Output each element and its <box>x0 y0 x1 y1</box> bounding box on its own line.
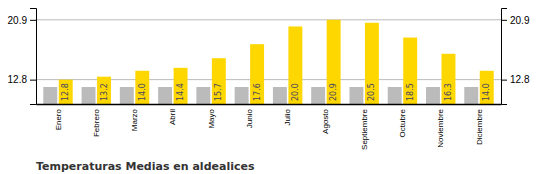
bar <box>388 87 402 104</box>
tick-label: Diciembre <box>475 108 484 145</box>
y-axis: 12.8 20.9 <box>8 9 37 105</box>
data-label: 20.5 <box>367 83 376 101</box>
tick-label: Mayo <box>207 108 216 128</box>
tick: 20.9 <box>8 15 36 26</box>
tick: Junio <box>245 104 254 128</box>
data-label: 14.0 <box>138 83 147 101</box>
bar <box>43 87 57 104</box>
tick-label: 12.8 <box>510 74 530 85</box>
bar <box>59 80 73 104</box>
bar <box>464 87 478 104</box>
tick: 12.8 <box>8 74 36 85</box>
tick: 12.8 <box>501 74 530 85</box>
tick-label: 20.9 <box>510 15 530 26</box>
bar <box>250 44 264 104</box>
tick: Agosto <box>321 104 330 134</box>
bar <box>196 87 210 104</box>
bar <box>480 71 494 104</box>
tick: Noviembre <box>436 104 445 148</box>
bar <box>441 54 455 104</box>
tick: Enero <box>54 104 63 130</box>
tick: Febrero <box>92 104 101 137</box>
bar <box>327 20 341 104</box>
tick-label: Junio <box>245 108 254 128</box>
bar <box>158 87 172 104</box>
tick-mark <box>30 80 36 81</box>
tick-label: Agosto <box>321 108 330 133</box>
axis-line <box>502 9 508 105</box>
data-labels: 12.8 13.2 14.0 14.4 15.7 17.6 20.0 20.9 20.5 18.5… <box>61 83 491 101</box>
x-axis: Enero Febrero Marzo Abril Mayo Junio Julio Agos… <box>37 104 502 150</box>
tick-label: Abril <box>168 109 177 125</box>
bar <box>288 26 302 104</box>
data-label: 20.9 <box>329 83 338 101</box>
bar <box>311 87 325 104</box>
bar <box>212 58 226 104</box>
tick-label: Febrero <box>92 108 101 137</box>
tick: Marzo <box>130 104 139 131</box>
data-label: 18.5 <box>406 83 415 101</box>
tick-label: 20.9 <box>8 15 28 26</box>
axis-line <box>37 104 502 106</box>
tick-mark <box>501 80 507 81</box>
data-label: 17.6 <box>253 83 262 101</box>
bar <box>273 87 287 104</box>
tick: Diciembre <box>475 104 484 145</box>
plot: 12.8 13.2 14.0 14.4 15.7 17.6 20.0 20.9 20.5 18.5… <box>8 9 530 150</box>
bar <box>403 38 417 104</box>
bar <box>235 87 249 104</box>
tick-mark <box>30 20 36 21</box>
tick: Octubre <box>398 104 407 137</box>
axis-line <box>30 9 37 105</box>
tick-label: Octubre <box>398 108 407 137</box>
data-label: 20.0 <box>291 83 300 101</box>
tick-label: Enero <box>54 108 63 130</box>
tick-label: 12.8 <box>8 74 28 85</box>
bar <box>135 71 149 104</box>
data-label: 16.3 <box>444 83 453 101</box>
tick-label: Marzo <box>130 108 139 131</box>
tick-label: Julio <box>283 108 292 125</box>
tick: Julio <box>283 104 292 125</box>
bar <box>426 87 440 104</box>
data-label: 13.2 <box>100 83 109 101</box>
marks <box>36 20 501 104</box>
bar <box>120 87 134 104</box>
data-label: 12.8 <box>61 83 70 101</box>
title: Temperaturas Medias en aldealices <box>36 160 255 173</box>
bar <box>174 68 188 104</box>
tick: Mayo <box>207 104 216 129</box>
bar <box>82 87 96 104</box>
bar <box>349 87 363 104</box>
grid-line <box>36 19 501 20</box>
bar <box>365 23 379 104</box>
tick-label: Septiembre <box>360 108 369 149</box>
grid <box>36 20 501 80</box>
bar <box>97 77 111 104</box>
tick-label: Noviembre <box>436 108 445 147</box>
tick: 20.9 <box>501 15 530 26</box>
chart: 12.8 13.2 14.0 14.4 15.7 17.6 20.0 20.9 20.5 18.5… <box>0 0 537 174</box>
tick: Septiembre <box>360 104 369 150</box>
tick-mark <box>501 20 507 21</box>
data-label: 14.4 <box>176 83 185 101</box>
data-label: 15.7 <box>214 83 223 101</box>
y2-axis: 12.8 20.9 <box>501 9 530 105</box>
tick: Abril <box>168 104 177 125</box>
bar-series <box>59 20 494 104</box>
data-label: 14.0 <box>482 83 491 101</box>
